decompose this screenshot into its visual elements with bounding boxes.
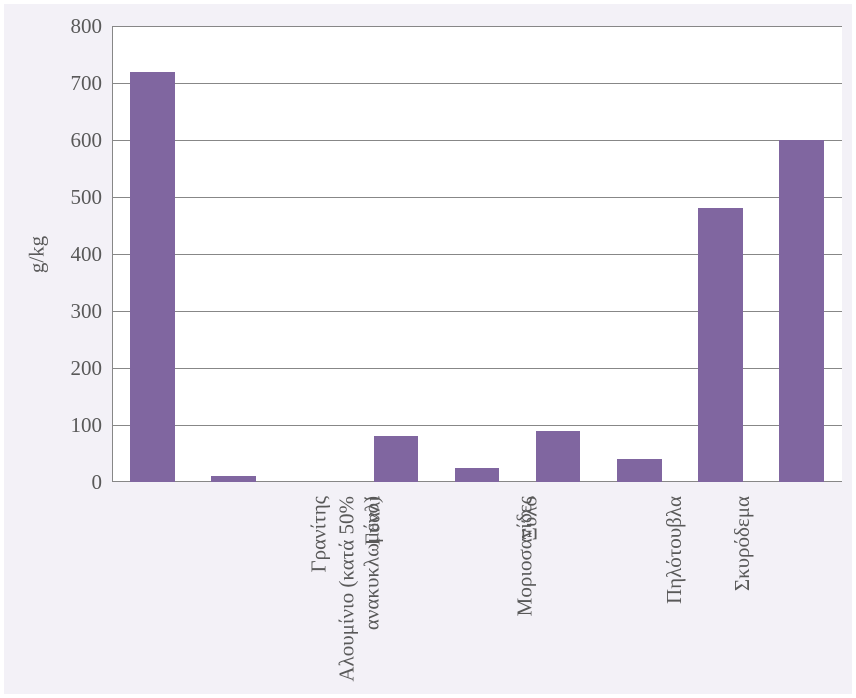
y-tick-label: 100 bbox=[52, 413, 102, 438]
bar bbox=[455, 468, 500, 482]
bars-area bbox=[112, 26, 842, 482]
y-tick-label: 500 bbox=[52, 185, 102, 210]
x-tick-label: Σκυρόδεμα bbox=[730, 496, 755, 591]
y-tick-label: 700 bbox=[52, 71, 102, 96]
y-tick-label: 400 bbox=[52, 242, 102, 267]
x-tick-label: Πηλότουβλα bbox=[662, 496, 687, 604]
bar bbox=[779, 140, 824, 482]
y-tick-label: 300 bbox=[52, 299, 102, 324]
bar bbox=[617, 459, 662, 482]
x-tick-label: Γυαλί bbox=[360, 496, 385, 545]
bar bbox=[211, 476, 256, 482]
y-axis-title: g/kg bbox=[25, 225, 50, 285]
bar-chart: 0 100 200 300 400 500 600 700 800 g/kg Αλουμίνιο… bbox=[0, 0, 856, 698]
y-tick-label: 800 bbox=[52, 14, 102, 39]
x-tick-label: Ξύλο bbox=[518, 496, 543, 541]
bar bbox=[536, 431, 581, 482]
bar bbox=[130, 72, 175, 482]
x-tick-label: Γρανίτης bbox=[306, 496, 331, 573]
bar bbox=[374, 436, 419, 482]
y-tick-label: 600 bbox=[52, 128, 102, 153]
y-tick-label: 200 bbox=[52, 356, 102, 381]
y-tick-label: 0 bbox=[52, 470, 102, 495]
bar bbox=[698, 208, 743, 482]
x-tick-label-line: Αλουμίνιο (κατά 50% bbox=[334, 496, 358, 682]
